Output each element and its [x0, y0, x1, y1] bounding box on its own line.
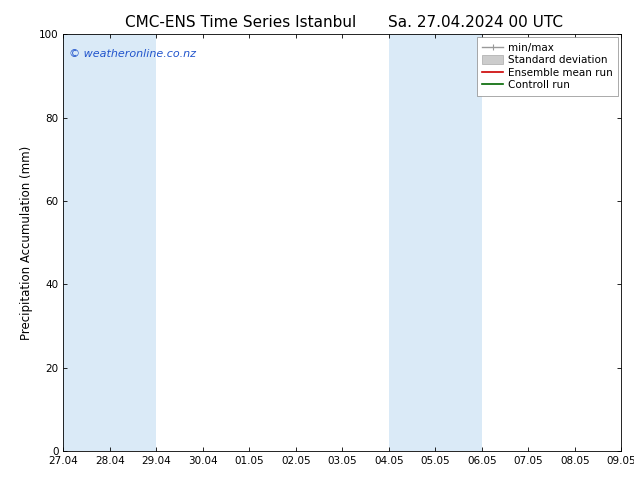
Bar: [389, 34, 482, 451]
Text: Sa. 27.04.2024 00 UTC: Sa. 27.04.2024 00 UTC: [388, 15, 563, 30]
Text: CMC-ENS Time Series Istanbul: CMC-ENS Time Series Istanbul: [126, 15, 356, 30]
Legend: min/max, Standard deviation, Ensemble mean run, Controll run: min/max, Standard deviation, Ensemble me…: [477, 37, 618, 96]
Y-axis label: Precipitation Accumulation (mm): Precipitation Accumulation (mm): [20, 146, 34, 340]
Text: © weatheronline.co.nz: © weatheronline.co.nz: [69, 49, 196, 59]
Bar: [63, 34, 157, 451]
